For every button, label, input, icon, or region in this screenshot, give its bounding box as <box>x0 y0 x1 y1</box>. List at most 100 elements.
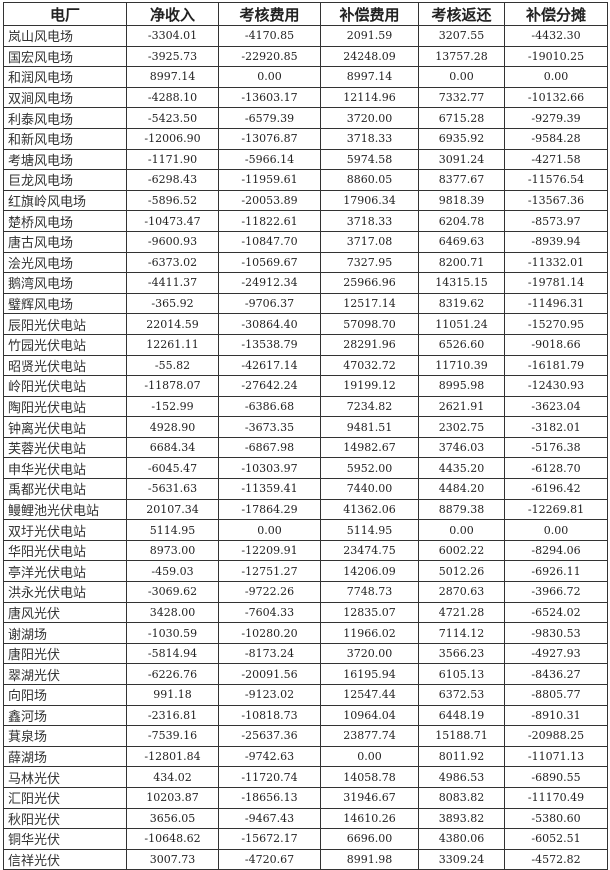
table-row: 辰阳光伏电站 22014.59 -30864.40 57098.70 11051.24-… <box>3 313 608 335</box>
table-row: 翠湖光伏 -6226.76 -20091.56 16195.94 6105.13 -843… <box>3 663 608 685</box>
header-assessment-fee: 考核费用 <box>218 2 321 26</box>
cell-compensation-fee: 57098.70 <box>320 313 419 335</box>
cell-assessment-fee: -17864.29 <box>218 498 321 521</box>
cell-plant-name: 唐阳光伏 <box>3 642 127 665</box>
cell-compensation-share: -8294.06 <box>504 539 608 562</box>
cell-plant-name: 芙蓉光伏电站 <box>3 436 127 459</box>
cell-compensation-fee: 16195.94 <box>320 663 419 685</box>
cell-assessment-fee: -13538.79 <box>218 333 321 356</box>
cell-compensation-fee: 7327.95 <box>320 251 419 274</box>
cell-compensation-share: -11576.54 <box>504 169 608 191</box>
cell-net-income: 8973.00 <box>126 539 219 562</box>
cell-compensation-share: -8573.97 <box>504 210 608 232</box>
cell-net-income: 20107.34 <box>126 498 219 521</box>
cell-assessment-refund: 4721.28 <box>418 601 505 624</box>
cell-compensation-share: -15270.95 <box>504 313 608 335</box>
cell-assessment-fee: -20091.56 <box>218 663 321 685</box>
cell-compensation-fee: 11966.02 <box>320 622 419 644</box>
cell-assessment-refund: 14315.15 <box>418 272 505 294</box>
cell-compensation-fee: 23877.74 <box>320 725 419 747</box>
cell-net-income: -3069.62 <box>126 581 219 603</box>
cell-compensation-fee: 7748.73 <box>320 581 419 603</box>
cell-compensation-share: -4271.58 <box>504 148 608 171</box>
cell-assessment-fee: -9467.43 <box>218 807 321 830</box>
power-plant-settlement-table: 电厂 净收入 考核费用 补偿费用 考核返还 补偿分摊 岚山风电场 -3304.01… <box>3 2 608 870</box>
cell-assessment-fee: -12209.91 <box>218 539 321 562</box>
cell-compensation-share: -11496.31 <box>504 292 608 315</box>
cell-assessment-fee: -18656.13 <box>218 786 321 809</box>
table-row: 鳗鲤池光伏电站 20107.34 -17864.29 41362.06 8879.38-… <box>3 498 608 521</box>
cell-assessment-refund: 6372.53 <box>418 684 505 706</box>
cell-assessment-refund: 4484.20 <box>418 478 505 500</box>
cell-assessment-refund: 6002.22 <box>418 539 505 562</box>
table-row: 唐古风电场 -9600.93 -10847.70 3717.08 6469.63 -893… <box>3 230 608 253</box>
cell-net-income: -55.82 <box>126 354 219 377</box>
cell-assessment-refund: 3893.82 <box>418 807 505 830</box>
table-row: 竹园光伏电站 12261.11 -13538.79 28291.96 6526.60 -9… <box>3 333 608 356</box>
table-row: 陶阳光伏电站 -152.99 -6386.68 7234.82 2621.91 -3623… <box>3 395 608 418</box>
cell-assessment-refund: 6715.28 <box>418 107 505 129</box>
cell-plant-name: 红旗岭风电场 <box>3 189 127 212</box>
cell-plant-name: 岚山风电场 <box>3 25 127 47</box>
cell-assessment-refund: 8011.92 <box>418 745 505 768</box>
cell-net-income: -5896.52 <box>126 189 219 212</box>
cell-compensation-fee: 24248.09 <box>320 45 419 68</box>
cell-compensation-share: -5176.38 <box>504 436 608 459</box>
table-row: 红旗岭风电场 -5896.52 -20053.89 17906.34 9818.39 -1… <box>3 189 608 212</box>
cell-plant-name: 禹都光伏电站 <box>3 478 127 500</box>
cell-net-income: -12801.84 <box>126 745 219 768</box>
cell-plant-name: 铜华光伏 <box>3 828 127 850</box>
cell-assessment-fee: -10569.67 <box>218 251 321 274</box>
cell-compensation-share: -6128.70 <box>504 457 608 480</box>
cell-net-income: 6684.34 <box>126 436 219 459</box>
cell-compensation-share: -3623.04 <box>504 395 608 418</box>
cell-compensation-fee: 12114.96 <box>320 86 419 109</box>
table-row: 和新风电场 -12006.90 -13076.87 3718.33 6935.92 -95… <box>3 127 608 150</box>
table-row: 秋阳光伏 3656.05 -9467.43 14610.26 3893.82 -5380.… <box>3 807 608 830</box>
header-compensation-fee: 补偿费用 <box>320 2 419 26</box>
cell-compensation-fee: 14206.09 <box>320 560 419 583</box>
cell-compensation-fee: 3718.33 <box>320 127 419 150</box>
cell-assessment-refund: 7114.12 <box>418 622 505 644</box>
cell-compensation-fee: 14058.78 <box>320 766 419 788</box>
cell-assessment-refund: 0.00 <box>418 66 505 88</box>
cell-assessment-refund: 4435.20 <box>418 457 505 480</box>
cell-plant-name: 翠湖光伏 <box>3 663 127 685</box>
cell-plant-name: 华阳光伏电站 <box>3 539 127 562</box>
cell-compensation-fee: 2091.59 <box>320 25 419 47</box>
cell-compensation-fee: 12517.14 <box>320 292 419 315</box>
cell-net-income: -2316.81 <box>126 704 219 727</box>
cell-assessment-fee: -13076.87 <box>218 127 321 150</box>
cell-compensation-fee: 0.00 <box>320 745 419 768</box>
cell-compensation-fee: 8997.14 <box>320 66 419 88</box>
cell-assessment-fee: -25637.36 <box>218 725 321 747</box>
cell-assessment-refund: 11710.39 <box>418 354 505 377</box>
cell-plant-name: 利泰风电场 <box>3 107 127 129</box>
cell-assessment-fee: -6867.98 <box>218 436 321 459</box>
table-row: 薛湖场 -12801.84 -9742.63 0.00 8011.92 -11071.13 <box>3 745 608 768</box>
cell-compensation-fee: 10964.04 <box>320 704 419 727</box>
cell-assessment-fee: -22920.85 <box>218 45 321 68</box>
cell-compensation-share: -6196.42 <box>504 478 608 500</box>
cell-plant-name: 鹅湾风电场 <box>3 272 127 294</box>
cell-assessment-fee: 0.00 <box>218 66 321 88</box>
table-row: 双圩光伏电站 5114.95 0.00 5114.95 0.00 0.00 <box>3 519 608 541</box>
cell-net-income: -6298.43 <box>126 169 219 191</box>
cell-plant-name: 竹园光伏电站 <box>3 333 127 356</box>
cell-assessment-refund: 3309.24 <box>418 848 505 870</box>
cell-compensation-share: -5380.60 <box>504 807 608 830</box>
cell-assessment-refund: 0.00 <box>418 519 505 541</box>
cell-assessment-refund: 15188.71 <box>418 725 505 747</box>
header-net-income: 净收入 <box>126 2 219 26</box>
cell-plant-name: 和润风电场 <box>3 66 127 88</box>
cell-assessment-fee: -10303.97 <box>218 457 321 480</box>
cell-compensation-share: -11332.01 <box>504 251 608 274</box>
cell-assessment-refund: 11051.24 <box>418 313 505 335</box>
cell-compensation-fee: 41362.06 <box>320 498 419 521</box>
cell-compensation-fee: 7234.82 <box>320 395 419 418</box>
cell-assessment-fee: -9706.37 <box>218 292 321 315</box>
table-row: 铜华光伏 -10648.62 -15672.17 6696.00 4380.06 -605… <box>3 828 608 850</box>
cell-net-income: -6226.76 <box>126 663 219 685</box>
cell-assessment-refund: 5012.26 <box>418 560 505 583</box>
table-row: 利泰风电场 -5423.50 -6579.39 3720.00 6715.28 -9279… <box>3 107 608 129</box>
